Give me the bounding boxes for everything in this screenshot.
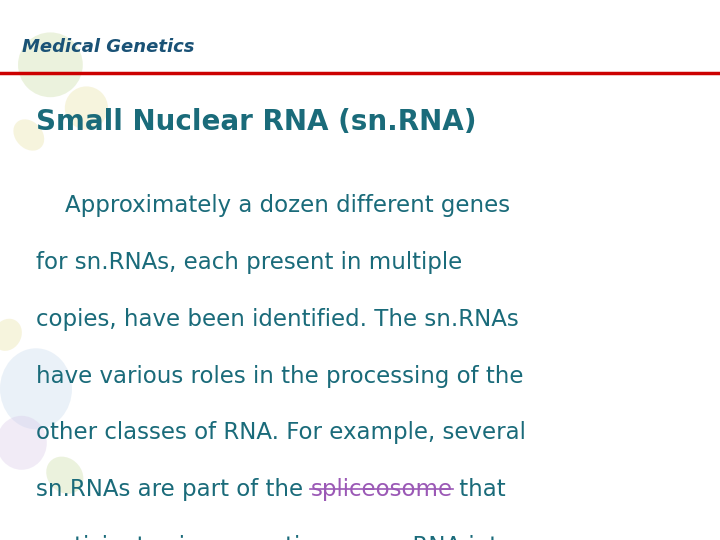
Text: for sn.RNAs, each present in multiple: for sn.RNAs, each present in multiple: [36, 251, 462, 274]
Ellipse shape: [14, 119, 44, 151]
Text: Medical Genetics: Medical Genetics: [22, 38, 194, 56]
Text: Small Nuclear RNA (sn.RNA): Small Nuclear RNA (sn.RNA): [36, 108, 477, 136]
Text: other classes of RNA. For example, several: other classes of RNA. For example, sever…: [36, 421, 526, 444]
Text: have various roles in the processing of the: have various roles in the processing of …: [36, 364, 523, 388]
Ellipse shape: [46, 457, 84, 494]
Text: participates in converting pre-m.RNA into: participates in converting pre-m.RNA int…: [36, 535, 512, 540]
Text: Approximately a dozen different genes: Approximately a dozen different genes: [36, 194, 510, 218]
Ellipse shape: [18, 32, 83, 97]
Text: copies, have been identified. The sn.RNAs: copies, have been identified. The sn.RNA…: [36, 308, 518, 331]
Text: sn.RNAs are part of the: sn.RNAs are part of the: [36, 478, 310, 501]
Ellipse shape: [65, 86, 108, 130]
Text: that: that: [452, 478, 506, 501]
Ellipse shape: [0, 319, 22, 351]
Ellipse shape: [0, 416, 47, 470]
Text: spliceosome: spliceosome: [310, 478, 452, 501]
Ellipse shape: [0, 348, 72, 429]
